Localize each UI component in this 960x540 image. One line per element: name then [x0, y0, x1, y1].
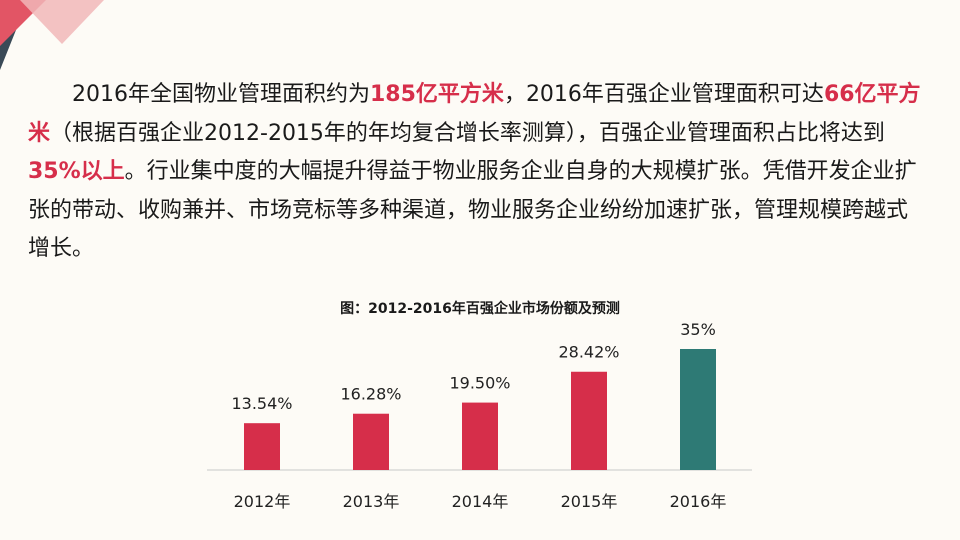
x-tick-label-1: 2013年: [343, 492, 400, 511]
bar-4: [680, 349, 716, 470]
paragraph-text-2: ，2016年百强企业管理面积可达: [503, 82, 824, 107]
highlight-top100-area: 66亿平方米: [28, 82, 921, 146]
paragraph-text-3: （根据百强企业2012-2015年的年均复合增长率测算），百强企业管理面积占比将…: [50, 120, 885, 146]
data-label-2: 19.50%: [449, 374, 510, 393]
bar-1: [353, 413, 389, 470]
x-tick-label-4: 2016年: [670, 492, 727, 511]
paragraph-text-4: 。行业集中度的大幅提升得益于物业服务企业自身的大规模扩张。凭借开发企业扩张的带动…: [28, 159, 917, 261]
bar-2: [462, 402, 498, 470]
data-label-1: 16.28%: [340, 385, 401, 404]
paragraph-text-1: 2016年全国物业管理面积约为: [72, 82, 370, 107]
highlight-total-area: 185亿平方米: [370, 82, 504, 107]
bar-0: [244, 423, 280, 470]
body-paragraph: 2016年全国物业管理面积约为185亿平方米，2016年百强企业管理面积可达66…: [28, 76, 928, 269]
corner-decoration: [0, 0, 104, 70]
chart-title: 图：2012-2016年百强企业市场份额及预测: [340, 301, 620, 317]
data-label-3: 28.42%: [558, 343, 619, 362]
data-label-4: 35%: [680, 320, 716, 339]
highlight-share: 35%以上: [28, 159, 125, 184]
data-label-0: 13.54%: [231, 394, 292, 413]
x-tick-label-3: 2015年: [561, 492, 618, 511]
x-tick-label-2: 2014年: [452, 492, 509, 511]
x-tick-label-0: 2012年: [234, 492, 291, 511]
bar-3: [571, 371, 607, 470]
decor-pink-triangle: [20, 0, 104, 44]
